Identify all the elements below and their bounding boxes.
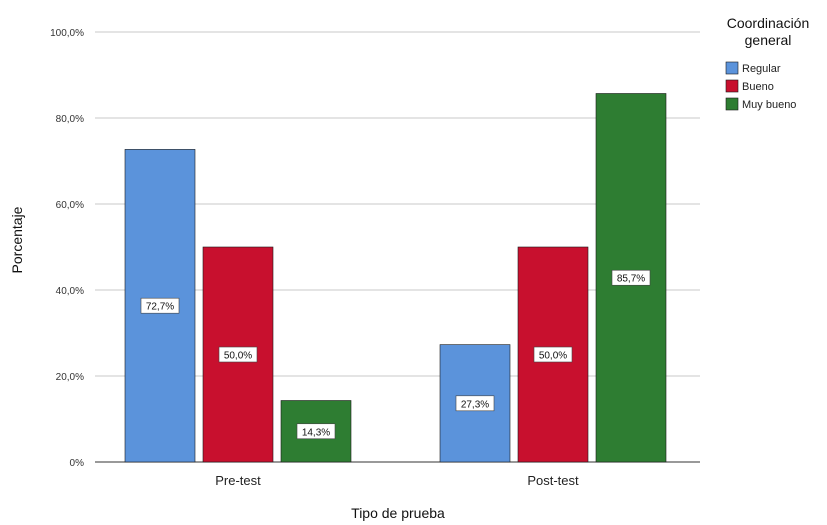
x-axis-categories: Pre-test Post-test (215, 473, 579, 488)
legend-label: Regular (742, 63, 781, 75)
data-label-box (611, 269, 651, 286)
legend-swatch (725, 79, 739, 93)
y-axis-title: Porcentaje (9, 206, 25, 273)
legend: Coordinación general Regular Bueno Muy bue… (725, 15, 810, 111)
legend-swatch (725, 61, 739, 75)
data-label-box (455, 395, 495, 412)
y-axis-ticks: 0% 20,0% 40,0% 60,0% 80,0% 100,0% (50, 28, 84, 469)
data-label: 27,3% (461, 399, 489, 410)
legend-label: Bueno (742, 81, 774, 93)
y-tick-label: 40,0% (56, 286, 84, 297)
data-label: 72,7% (146, 302, 174, 313)
data-label: 85,7% (617, 274, 645, 285)
y-tick-label: 80,0% (56, 114, 84, 125)
legend-title-line-1: Coordinación (727, 15, 810, 31)
legend-swatch (725, 97, 739, 111)
y-tick-label: 60,0% (56, 200, 84, 211)
data-label: 50,0% (539, 351, 567, 362)
legend-label: Muy bueno (742, 99, 796, 111)
data-label-box (296, 423, 336, 440)
y-tick-label: 0% (70, 458, 85, 469)
bars (124, 93, 667, 463)
x-category-label: Post-test (527, 473, 579, 488)
y-tick-label: 100,0% (50, 28, 84, 39)
data-label-box (140, 297, 180, 314)
y-tick-label: 20,0% (56, 372, 84, 383)
data-label-box (533, 346, 573, 363)
data-labels: 72,7% 50,0% 14,3% 27,3% 50,0% 85,7% (140, 269, 651, 440)
legend-items: Regular Bueno Muy bueno (725, 61, 796, 111)
x-axis-title: Tipo de prueba (351, 505, 445, 521)
data-label-box (218, 346, 258, 363)
legend-title-line-2: general (745, 32, 792, 48)
data-label: 50,0% (224, 351, 252, 362)
data-label: 14,3% (302, 427, 330, 438)
x-category-label: Pre-test (215, 473, 261, 488)
